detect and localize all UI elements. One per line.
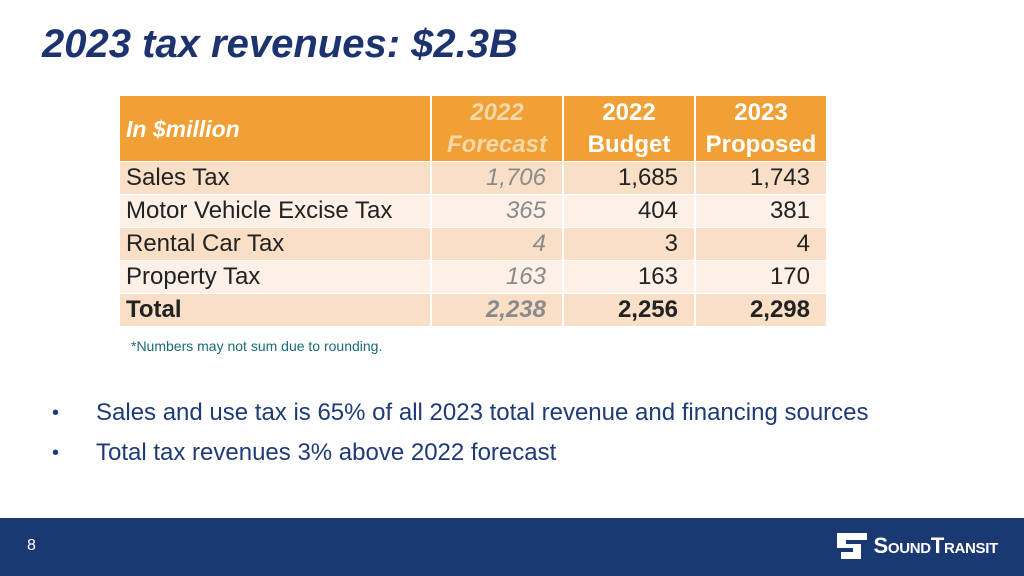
forecast-value: 4 xyxy=(431,227,564,261)
bullet-list: • Sales and use tax is 65% of all 2023 t… xyxy=(52,393,869,473)
header-label: Forecast xyxy=(446,130,548,158)
proposed-2023-header: 2023 Proposed xyxy=(695,96,828,162)
budget-value: 3 xyxy=(563,227,696,261)
bullet-text: Sales and use tax is 65% of all 2023 tot… xyxy=(96,399,869,426)
page-title: 2023 tax revenues: $2.3B xyxy=(42,22,518,66)
logo-wordmark: SoundTransit xyxy=(873,533,998,558)
tax-revenue-table: In $million 2022 Forecast 2022 Budget 20… xyxy=(120,96,828,326)
table-row-sales-tax: Sales Tax 1,706 1,685 1,743 xyxy=(120,161,828,195)
bullet-text: Total tax revenues 3% above 2022 forecas… xyxy=(96,439,557,466)
budget-value: 1,685 xyxy=(563,161,696,195)
units-header: In $million xyxy=(120,96,432,162)
bullet-marker: • xyxy=(52,402,60,424)
header-year: 2022 xyxy=(602,98,656,126)
proposed-value: 4 xyxy=(695,227,828,261)
row-name: Sales Tax xyxy=(120,161,432,195)
header-year: 2022 xyxy=(470,98,524,126)
proposed-value: 1,743 xyxy=(695,161,828,195)
forecast-value: 365 xyxy=(431,194,564,228)
forecast-2022-header: 2022 Forecast xyxy=(431,96,564,162)
proposed-value: 381 xyxy=(695,194,828,228)
budget-value: 163 xyxy=(563,260,696,294)
table-header-row: In $million 2022 Forecast 2022 Budget 20… xyxy=(120,96,828,162)
budget-value: 404 xyxy=(563,194,696,228)
row-name: Total xyxy=(120,293,432,326)
header-year: 2023 xyxy=(734,98,788,126)
page-number: 8 xyxy=(27,537,36,554)
list-item: • Sales and use tax is 65% of all 2023 t… xyxy=(52,393,869,433)
proposed-value: 170 xyxy=(695,260,828,294)
table-row-mvet: Motor Vehicle Excise Tax 365 404 381 xyxy=(120,194,828,228)
rounding-footnote: *Numbers may not sum due to rounding. xyxy=(131,338,383,354)
budget-2022-header: 2022 Budget xyxy=(563,96,696,162)
forecast-value: 1,706 xyxy=(431,161,564,195)
row-name: Motor Vehicle Excise Tax xyxy=(120,194,432,228)
sound-transit-logo: SoundTransit xyxy=(837,532,998,560)
proposed-value: 2,298 xyxy=(695,293,828,326)
forecast-value: 163 xyxy=(431,260,564,294)
row-name: Property Tax xyxy=(120,260,432,294)
table-row-rental-car-tax: Rental Car Tax 4 3 4 xyxy=(120,227,828,261)
table-row-property-tax: Property Tax 163 163 170 xyxy=(120,260,828,294)
sound-transit-logo-icon xyxy=(837,533,868,559)
footer-bar: 8 SoundTransit xyxy=(0,518,1024,576)
row-name: Rental Car Tax xyxy=(120,227,432,261)
bullet-marker: • xyxy=(52,442,60,464)
forecast-value: 2,238 xyxy=(431,293,564,326)
table-row-total: Total 2,238 2,256 2,298 xyxy=(120,293,828,326)
budget-value: 2,256 xyxy=(563,293,696,326)
header-label: Proposed xyxy=(705,130,817,158)
header-label: Budget xyxy=(587,130,671,158)
list-item: • Total tax revenues 3% above 2022 forec… xyxy=(52,433,869,473)
